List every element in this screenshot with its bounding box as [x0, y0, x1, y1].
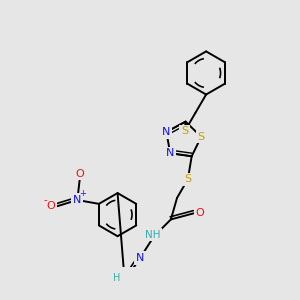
Text: S: S	[184, 174, 191, 184]
Text: N: N	[136, 253, 144, 263]
Text: -: -	[44, 195, 47, 205]
Text: H: H	[113, 273, 121, 283]
Text: S: S	[181, 127, 188, 136]
Text: N: N	[166, 148, 174, 158]
Text: S: S	[198, 132, 205, 142]
Text: N: N	[162, 127, 171, 137]
Text: NH: NH	[145, 230, 160, 240]
Text: +: +	[79, 189, 86, 198]
Text: O: O	[75, 169, 84, 179]
Text: O: O	[196, 208, 205, 218]
Text: N: N	[73, 195, 82, 205]
Text: O: O	[47, 201, 56, 211]
